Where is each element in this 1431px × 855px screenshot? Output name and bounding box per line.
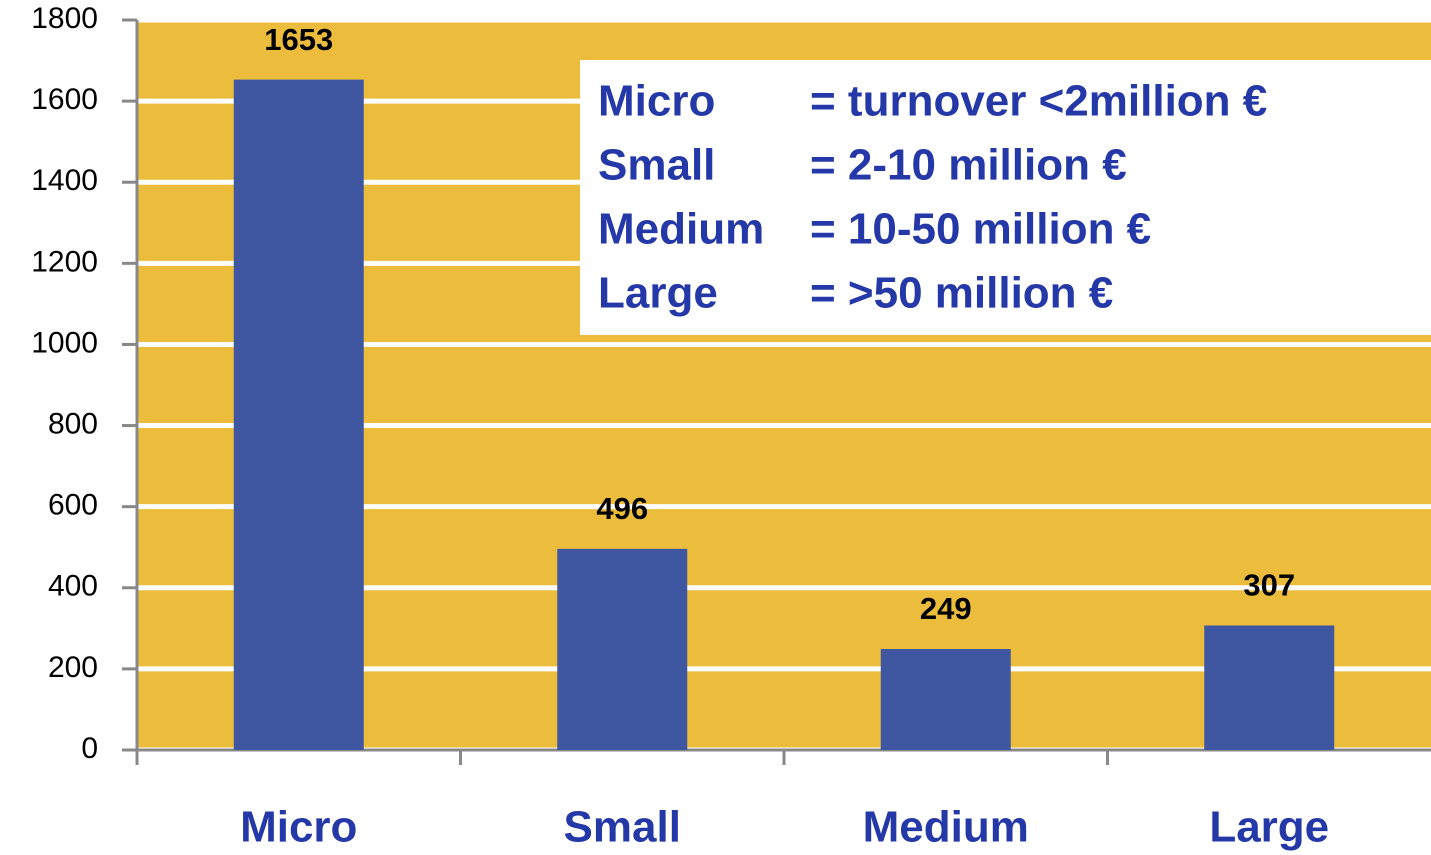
data-label: 249 [920,591,972,626]
y-tick-label: 1000 [31,326,98,359]
bar [233,79,364,750]
y-tick-label: 200 [48,651,98,684]
annotation-term: Small [598,141,715,190]
y-tick-label: 1400 [31,164,98,197]
bar [1204,625,1335,750]
annotation-definition: = >50 million € [810,269,1113,318]
x-tick-label: Small [564,803,681,852]
y-tick-label: 400 [48,570,98,603]
data-label: 1653 [264,22,333,57]
y-tick-label: 0 [81,732,98,765]
y-tick-label: 1800 [31,2,98,35]
y-tick-label: 1200 [31,245,98,278]
annotation-definition: = 10-50 million € [810,205,1151,254]
x-tick-label: Micro [240,803,357,852]
annotation-term: Micro [598,77,715,126]
data-label: 496 [596,491,648,526]
annotation-definition: = turnover <2million € [810,77,1267,126]
annotation-definition: = 2-10 million € [810,141,1127,190]
bar [557,548,688,750]
y-tick-label: 600 [48,489,98,522]
annotation-term: Medium [598,205,764,254]
annotation-box [580,60,1431,335]
bar [880,649,1011,750]
x-tick-label: Medium [863,803,1029,852]
y-tick-label: 800 [48,407,98,440]
y-tick-label: 1600 [31,83,98,116]
data-label: 307 [1243,568,1295,603]
annotation-term: Large [598,269,718,318]
x-tick-label: Large [1209,803,1329,852]
